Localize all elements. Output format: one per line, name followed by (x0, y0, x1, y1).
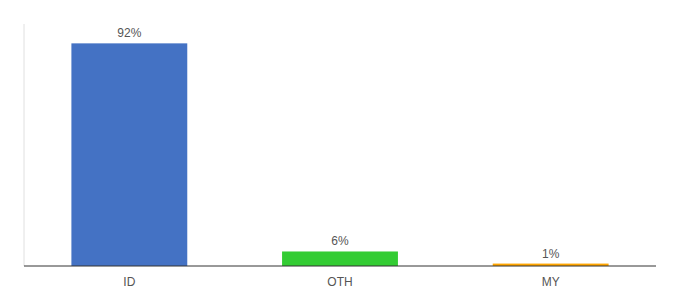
x-tick-label: MY (542, 275, 560, 289)
bar (282, 251, 398, 266)
chart: 92% 6% 1% ID OTH MY (0, 0, 680, 300)
chart-container: 92% 6% 1% ID OTH MY (0, 0, 680, 300)
x-tick-label: OTH (327, 275, 352, 289)
y-axis-line (24, 24, 25, 266)
x-axis-line (24, 266, 656, 267)
bars (71, 43, 608, 266)
data-label: 6% (331, 234, 349, 248)
data-label: 1% (542, 247, 560, 261)
data-label: 92% (117, 26, 141, 40)
bar (71, 43, 187, 266)
x-tick-label: ID (123, 275, 135, 289)
